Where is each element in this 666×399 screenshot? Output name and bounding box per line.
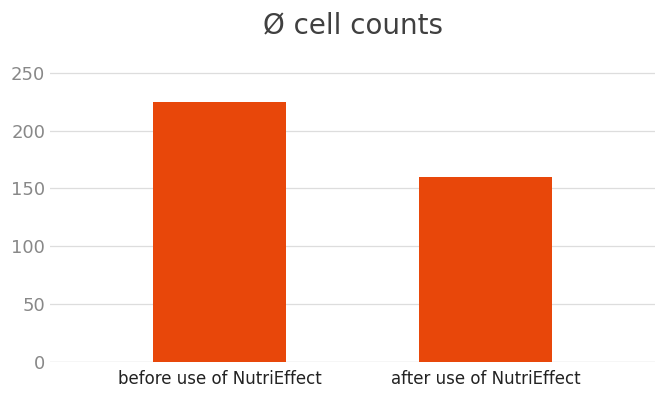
Title: Ø cell counts: Ø cell counts: [262, 11, 442, 39]
Bar: [153, 102, 286, 361]
Bar: [419, 177, 552, 361]
